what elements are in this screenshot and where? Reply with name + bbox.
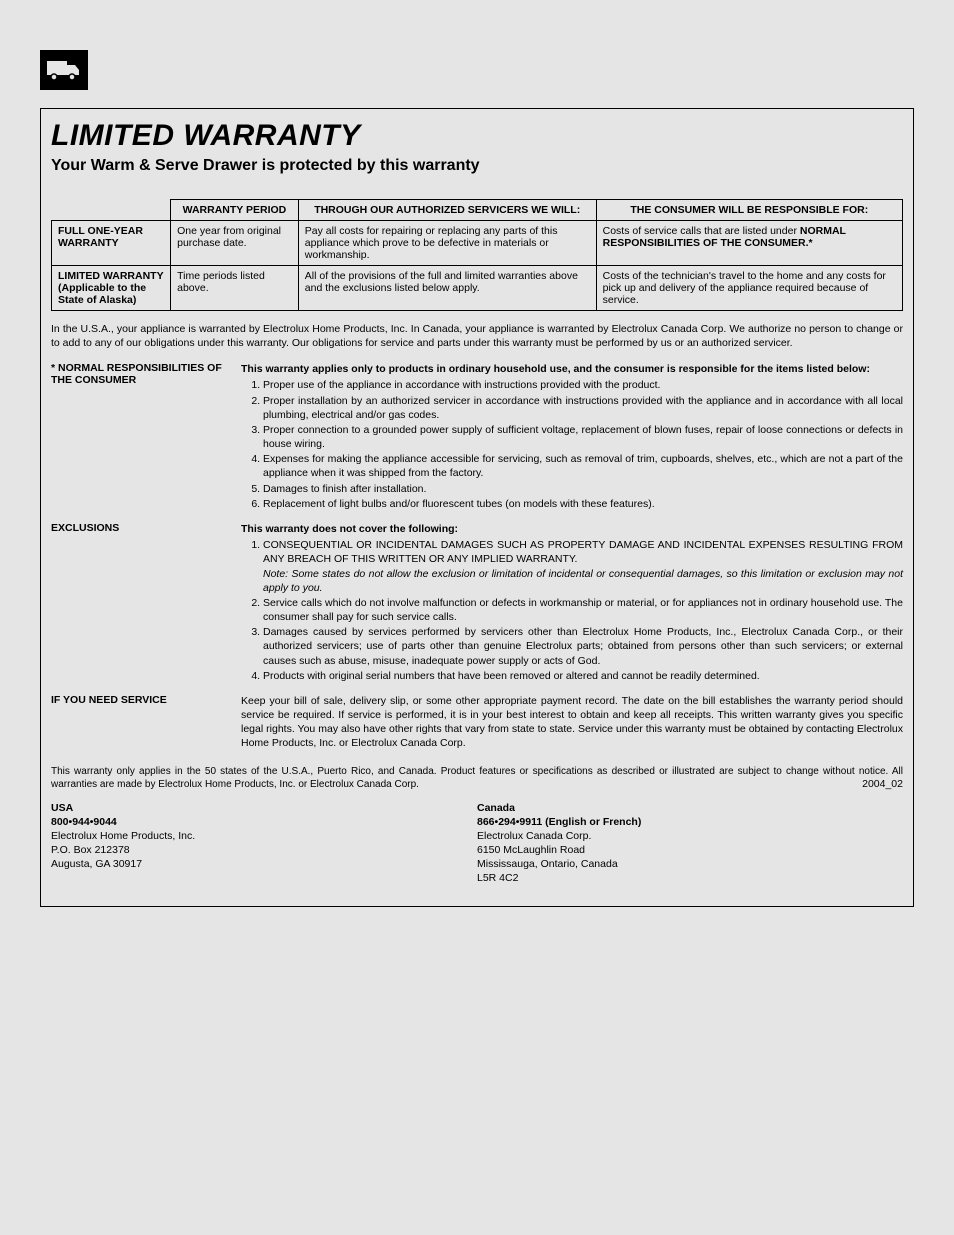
page-title: LIMITED WARRANTY — [51, 119, 903, 153]
normal-responsibilities-section: * NORMAL RESPONSIBILITIES OF THE CONSUME… — [51, 362, 903, 512]
truck-icon — [40, 50, 88, 90]
list-item: Damages to finish after installation. — [263, 482, 903, 496]
fine-print-text: This warranty only applies in the 50 sta… — [51, 766, 903, 790]
contact-country: Canada — [477, 801, 903, 815]
list-item: Service calls which do not involve malfu… — [263, 596, 903, 624]
section-body: Keep your bill of sale, delivery slip, o… — [241, 694, 903, 751]
address-line: Augusta, GA 30917 — [51, 857, 477, 871]
list-item: Replacement of light bulbs and/or fluore… — [263, 497, 903, 511]
contact-phone: 866•294•9911 (English or French) — [477, 815, 903, 829]
section-intro: This warranty does not cover the followi… — [241, 523, 458, 535]
list-item: Expenses for making the appliance access… — [263, 452, 903, 480]
contact-country: USA — [51, 801, 477, 815]
section-label: IF YOU NEED SERVICE — [51, 694, 241, 751]
page-subtitle: Your Warm & Serve Drawer is protected by… — [51, 157, 903, 175]
table-cell: Pay all costs for repairing or replacing… — [298, 221, 596, 266]
address-line: Electrolux Canada Corp. — [477, 829, 903, 843]
service-section: IF YOU NEED SERVICE Keep your bill of sa… — [51, 694, 903, 751]
contacts: USA 800•944•9044 Electrolux Home Product… — [51, 801, 903, 886]
section-intro: This warranty applies only to products i… — [241, 363, 870, 375]
address-line: L5R 4C2 — [477, 871, 903, 885]
contact-phone: 800•944•9044 — [51, 815, 477, 829]
list-item: Products with original serial numbers th… — [263, 669, 903, 683]
address-line: P.O. Box 212378 — [51, 843, 477, 857]
section-label: * NORMAL RESPONSIBILITIES OF THE CONSUME… — [51, 362, 241, 512]
exclusion-note: Note: Some states do not allow the exclu… — [263, 568, 903, 594]
table-cell: All of the provisions of the full and li… — [298, 266, 596, 311]
table-header: THE CONSUMER WILL BE RESPONSIBLE FOR: — [596, 200, 902, 221]
contact-address: Electrolux Canada Corp.6150 McLaughlin R… — [477, 829, 903, 886]
list-item: Damages caused by services performed by … — [263, 625, 903, 668]
section-body: This warranty applies only to products i… — [241, 362, 903, 512]
exclusions-section: EXCLUSIONS This warranty does not cover … — [51, 522, 903, 684]
table-header: THROUGH OUR AUTHORIZED SERVICERS WE WILL… — [298, 200, 596, 221]
contact-address: Electrolux Home Products, Inc.P.O. Box 2… — [51, 829, 477, 872]
list-item: Proper use of the appliance in accordanc… — [263, 378, 903, 392]
contact-usa: USA 800•944•9044 Electrolux Home Product… — [51, 801, 477, 886]
table-cell: Time periods listed above. — [171, 266, 299, 311]
page: LIMITED WARRANTY Your Warm & Serve Drawe… — [0, 0, 954, 1235]
list-item: Proper connection to a grounded power su… — [263, 423, 903, 451]
list-item: CONSEQUENTIAL OR INCIDENTAL DAMAGES SUCH… — [263, 538, 903, 595]
revision-code: 2004_02 — [862, 778, 903, 792]
warranty-box: LIMITED WARRANTY Your Warm & Serve Drawe… — [40, 108, 914, 907]
table-cell: Costs of the technician's travel to the … — [596, 266, 902, 311]
table-row: FULL ONE-YEAR WARRANTYOne year from orig… — [52, 221, 903, 266]
address-line: Mississauga, Ontario, Canada — [477, 857, 903, 871]
table-cell: LIMITED WARRANTY (Applicable to the Stat… — [52, 266, 171, 311]
intro-paragraph: In the U.S.A., your appliance is warrant… — [51, 323, 903, 350]
normal-responsibilities-list: Proper use of the appliance in accordanc… — [241, 378, 903, 511]
section-label: EXCLUSIONS — [51, 522, 241, 684]
table-cell: FULL ONE-YEAR WARRANTY — [52, 221, 171, 266]
address-line: 6150 McLaughlin Road — [477, 843, 903, 857]
list-item: Proper installation by an authorized ser… — [263, 394, 903, 422]
table-header: WARRANTY PERIOD — [171, 200, 299, 221]
section-body: This warranty does not cover the followi… — [241, 522, 903, 684]
table-cell: Costs of service calls that are listed u… — [596, 221, 902, 266]
fine-print: This warranty only applies in the 50 sta… — [51, 765, 903, 791]
exclusions-list: CONSEQUENTIAL OR INCIDENTAL DAMAGES SUCH… — [241, 538, 903, 683]
warranty-table: WARRANTY PERIODTHROUGH OUR AUTHORIZED SE… — [51, 199, 903, 311]
table-cell: One year from original purchase date. — [171, 221, 299, 266]
table-header — [52, 200, 171, 221]
address-line: Electrolux Home Products, Inc. — [51, 829, 477, 843]
contact-canada: Canada 866•294•9911 (English or French) … — [477, 801, 903, 886]
table-row: LIMITED WARRANTY (Applicable to the Stat… — [52, 266, 903, 311]
